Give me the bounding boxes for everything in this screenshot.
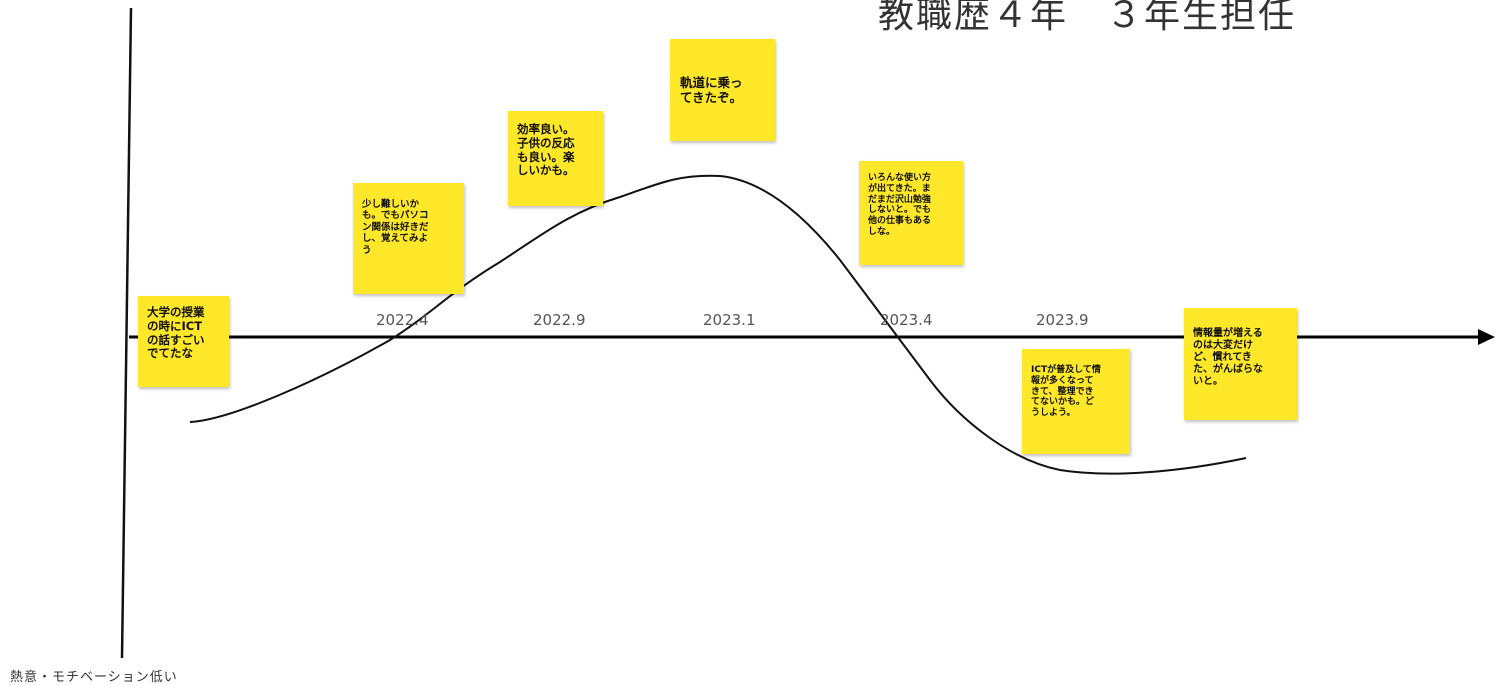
sticky-note-start[interactable]: 大学の授業 の時にICT の話すごい でてたな — [138, 296, 229, 387]
sticky-note-text: 少し難しいか も。でもパソコ ン関係は好きだ し、覚えてみよ う — [362, 199, 429, 256]
date-label-2023-9: 2023.9 — [1036, 311, 1089, 329]
vertical-axis — [120, 7, 133, 659]
date-label-2022-4: 2022.4 — [376, 311, 429, 329]
sticky-note-text: 軌道に乗っ てきたぞ。 — [680, 75, 743, 105]
sticky-note-text: いろんな使い方 が出てきた。ま だまだ沢山勉強 しないと。でも 他の仕事もある … — [868, 173, 932, 237]
sticky-note-text: 情報量が増える のは大変だけ ど、慣れてき た、がんばらな いと。 — [1193, 328, 1263, 387]
date-label-2023-1: 2023.1 — [703, 311, 756, 329]
sticky-note-2023-4[interactable]: いろんな使い方 が出てきた。ま だまだ沢山勉強 しないと。でも 他の仕事もある … — [859, 161, 963, 265]
y-axis-low-label: 熱意・モチベーション低い — [10, 670, 178, 685]
sticky-note-text: 大学の授業 の時にICT の話すごい でてたな — [147, 305, 205, 361]
date-label-2023-4: 2023.4 — [880, 311, 933, 329]
sticky-note-2022-9[interactable]: 効率良い。 子供の反応 も良い。楽 しいかも。 — [508, 111, 603, 206]
motivation-curve — [189, 174, 1247, 475]
sticky-note-end[interactable]: 情報量が増える のは大変だけ ど、慣れてき た、がんばらな いと。 — [1184, 308, 1297, 420]
sticky-note-2023-9[interactable]: ICTが普及して情 報が多くなって きて、整理でき てないかも。ど うしよう。 — [1022, 349, 1130, 454]
sticky-note-text: ICTが普及して情 報が多くなって きて、整理でき てないかも。ど うしよう。 — [1031, 365, 1101, 419]
sticky-note-2023-1[interactable]: 軌道に乗っ てきたぞ。 — [670, 39, 775, 141]
date-label-2022-9: 2022.9 — [533, 311, 586, 329]
sticky-note-2022-4[interactable]: 少し難しいか も。でもパソコ ン関係は好きだ し、覚えてみよ う — [353, 183, 464, 294]
sticky-note-text: 効率良い。 子供の反応 も良い。楽 しいかも。 — [517, 122, 575, 178]
page-title: 教職歴４年 ３年生担任 — [878, 0, 1297, 36]
time-axis-arrowhead — [1478, 329, 1495, 345]
